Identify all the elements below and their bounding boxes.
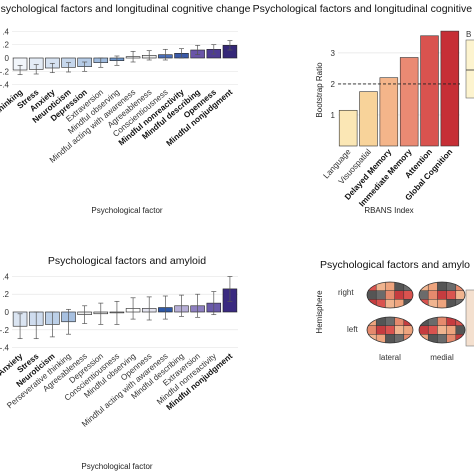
legend-title: B xyxy=(466,30,471,39)
brain-region xyxy=(375,290,387,301)
brain-region xyxy=(385,334,396,343)
brain-region xyxy=(419,325,429,336)
panel-d-legend-edge xyxy=(465,289,474,347)
y-tick-label: 1 xyxy=(331,111,336,120)
panel-a-category-labels: Perseverative thinkingStressAnxietyNeuro… xyxy=(0,87,234,164)
brain-region xyxy=(367,325,377,336)
brain-region xyxy=(437,317,448,327)
panel-a-y-axis: -.4 -.2 0 .2 .4 xyxy=(0,27,238,90)
panel-longitudinal-change: Psychological factors and longitudinal c… xyxy=(0,3,251,215)
y-tick-label: .2 xyxy=(2,41,9,50)
brain-outline xyxy=(418,316,466,344)
brain-region xyxy=(385,290,396,301)
panel-c-y-axis: -.4 -.2 0 .2 .4 xyxy=(0,272,238,353)
brain-outline xyxy=(366,281,414,309)
category-label: Perseverative thinking xyxy=(0,88,24,151)
brain-region xyxy=(403,299,413,308)
panel-a-x-axis-title: Psychological factor xyxy=(91,206,162,215)
brain-region xyxy=(367,299,377,308)
y-tick-label: 3 xyxy=(331,49,336,58)
y-tick-label: -.4 xyxy=(0,344,10,353)
panel-b-title: Psychological factors and longitudinal c… xyxy=(253,3,474,15)
panel-amyloid: Psychological factors and amyloid -.4 -.2… xyxy=(0,255,238,471)
bar xyxy=(359,91,378,147)
y-tick-label: .2 xyxy=(2,290,9,299)
legend-colorbar xyxy=(465,39,474,99)
panel-b-y-axis-title: Bootstrap Ratio xyxy=(315,62,324,118)
brain-region xyxy=(385,282,396,292)
panel-d-title: Psychological factors and amylo xyxy=(320,259,470,271)
panel-a-bars xyxy=(12,40,238,76)
brain-region xyxy=(437,299,448,308)
brain-region xyxy=(455,334,465,343)
panel-c-x-axis-title: Psychological factor xyxy=(81,462,152,471)
brain-region xyxy=(427,290,439,301)
brain-region xyxy=(455,317,465,327)
panel-c-bars xyxy=(12,276,238,340)
col-label-medial: medial xyxy=(430,353,454,362)
brain-region xyxy=(367,334,377,343)
row-label-right: right xyxy=(338,288,354,297)
brain-region xyxy=(367,290,377,301)
y-tick-label: -.4 xyxy=(0,81,10,90)
brain-region xyxy=(446,325,457,336)
brain-region xyxy=(385,317,396,327)
brain-region xyxy=(427,325,439,336)
y-tick-label: .4 xyxy=(2,27,9,36)
brain-region xyxy=(455,282,465,292)
brain-region xyxy=(437,334,448,343)
brain-region xyxy=(419,290,429,301)
brain-region xyxy=(419,299,429,308)
brain-region xyxy=(403,317,413,327)
bar xyxy=(420,35,439,147)
bar xyxy=(440,30,460,147)
y-tick-label: .4 xyxy=(2,272,9,281)
panel-d-y-axis-title: Hemisphere xyxy=(315,290,324,334)
panel-b-legend-stub: B xyxy=(465,30,474,99)
brain-region xyxy=(437,282,448,292)
brain-outline xyxy=(366,316,414,344)
panel-b-bars xyxy=(338,30,460,147)
panel-brain-maps: Psychological factors and amylo Hemisphe… xyxy=(315,259,474,362)
panel-rbans: Psychological factors and longitudinal c… xyxy=(253,3,474,215)
brain-region xyxy=(403,282,413,292)
bar xyxy=(399,57,419,147)
y-tick-label: 0 xyxy=(5,54,10,63)
brain-surfaces xyxy=(366,281,466,344)
panel-c-title: Psychological factors and amyloid xyxy=(48,255,206,267)
brain-region xyxy=(419,334,429,343)
bar xyxy=(379,77,399,147)
brain-region xyxy=(455,299,465,308)
brain-region xyxy=(437,325,448,336)
brain-region xyxy=(403,334,413,343)
brain-outline xyxy=(418,281,466,309)
brain-region xyxy=(437,290,448,301)
col-label-lateral: lateral xyxy=(379,353,401,362)
panel-a-title: Psychological factors and longitudinal c… xyxy=(0,3,251,15)
brain-region xyxy=(394,325,405,336)
y-tick-label: 2 xyxy=(331,80,336,89)
panel-b-x-axis-title: RBANS Index xyxy=(364,206,413,215)
brain-region xyxy=(385,299,396,308)
y-tick-label: -.2 xyxy=(0,67,10,76)
brain-region xyxy=(375,325,387,336)
brain-region xyxy=(385,325,396,336)
y-tick-label: 0 xyxy=(5,308,10,317)
brain-region xyxy=(394,290,405,301)
y-tick-label: -.2 xyxy=(0,326,10,335)
brain-region xyxy=(446,290,457,301)
bar xyxy=(338,109,358,147)
row-label-left: left xyxy=(347,325,358,334)
